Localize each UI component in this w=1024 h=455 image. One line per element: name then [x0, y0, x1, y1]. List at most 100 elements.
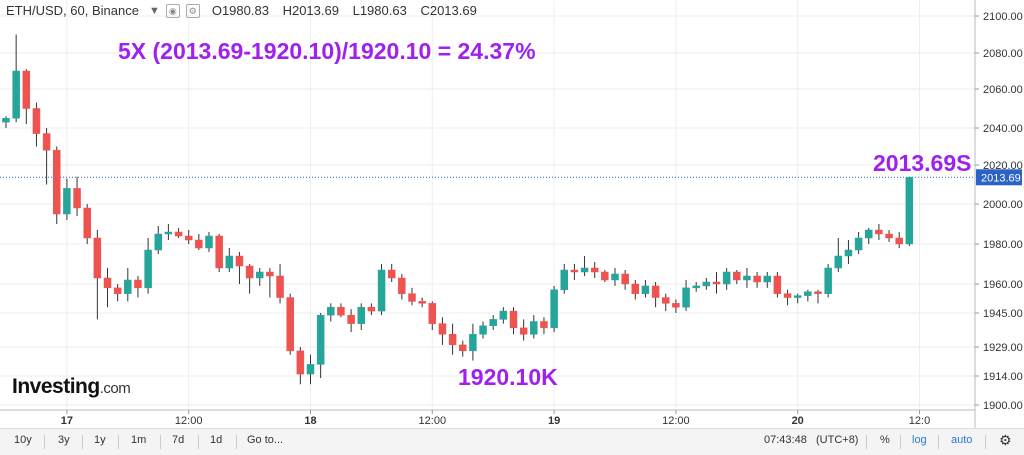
candle: [459, 340, 467, 357]
candle-body-down: [733, 271, 741, 281]
candle: [834, 238, 843, 272]
candle: [672, 299, 680, 313]
candle-body-down: [266, 271, 274, 277]
candle-body-up: [722, 271, 731, 285]
candle: [733, 270, 741, 284]
candle-body-down: [875, 229, 883, 235]
range-1y-button[interactable]: 1y: [94, 434, 106, 446]
price-chart[interactable]: 2013.69 1900.00 1914.00 1929.00 1945.00 1960…: [0, 0, 1024, 428]
candle: [316, 313, 325, 379]
candle: [611, 268, 619, 286]
candle: [408, 287, 416, 306]
candle-body-up: [357, 306, 365, 324]
x-tick-label: 12:0: [909, 415, 930, 427]
symbol-label[interactable]: ETH/USD, 60, Binance: [6, 3, 139, 18]
candle: [702, 278, 711, 290]
divider: [985, 435, 986, 449]
candle: [793, 293, 802, 304]
candle-body-up: [550, 289, 558, 329]
range-3y-button[interactable]: 3y: [58, 434, 70, 446]
candle: [540, 317, 548, 335]
candle: [347, 309, 355, 333]
candle-body-up: [144, 249, 152, 289]
candle-body-up: [865, 229, 873, 239]
candle-body-down: [408, 293, 416, 302]
candle: [306, 354, 315, 385]
candle-body-down: [783, 293, 792, 298]
candle-body-down: [621, 273, 629, 285]
candle: [276, 264, 284, 304]
candle: [722, 268, 731, 290]
candle-body-down: [235, 255, 244, 267]
low-price-annotation: 1920.10K: [458, 364, 558, 390]
logo-brand: Investing: [12, 375, 100, 398]
candle: [662, 293, 670, 312]
candle-body-up: [530, 321, 538, 335]
candle-body-down: [448, 334, 457, 346]
candle-body-up: [327, 306, 335, 316]
range-7d-button[interactable]: 7d: [172, 434, 185, 446]
last-price-line: 2013.69: [0, 169, 1022, 186]
candle-body-down: [398, 277, 406, 294]
candle: [164, 224, 173, 240]
candle: [783, 289, 792, 306]
candle-body-down: [83, 207, 91, 239]
candle-body-up: [205, 235, 213, 249]
candle: [428, 301, 437, 330]
goto-button[interactable]: Go to...: [247, 434, 284, 446]
candle: [83, 204, 91, 244]
candle-body-up: [580, 267, 589, 273]
candle: [438, 317, 447, 345]
candle-body-up: [256, 271, 264, 279]
candle-body-down: [103, 277, 112, 289]
candle: [875, 224, 883, 240]
bottom-toolbar: 10y 3y 1y 1m 7d 1d Go to... 07:43:48 (UT…: [0, 428, 1024, 455]
candle-body-down: [662, 297, 670, 304]
candle-body-down: [519, 327, 528, 335]
y-tick-label: 2040.00: [983, 123, 1023, 135]
range-1d-button[interactable]: 1d: [210, 434, 223, 446]
formula-annotation: 5X (2013.69-1920.10)/1920.10 = 24.37%: [118, 38, 536, 64]
candle: [509, 307, 518, 335]
settings-icon[interactable]: ⚙: [185, 3, 200, 18]
y-tick-label: 1980.00: [983, 239, 1023, 251]
candle: [905, 176, 914, 246]
candle-body-down: [509, 310, 518, 329]
candle-body-down: [286, 297, 294, 352]
candle-body-down: [42, 133, 51, 151]
candle: [479, 321, 487, 339]
chevron-down-icon[interactable]: ▼: [148, 4, 160, 17]
candle-body-up: [499, 310, 508, 320]
divider: [938, 435, 939, 449]
candle: [641, 280, 650, 298]
candle: [763, 272, 771, 288]
log-scale-button[interactable]: log: [912, 434, 927, 446]
candle-body-down: [885, 233, 893, 239]
candle-body-down: [134, 279, 142, 289]
percent-scale-button[interactable]: %: [880, 434, 890, 446]
open-value: O1980.83: [211, 3, 269, 18]
timezone-label[interactable]: (UTC+8): [816, 434, 859, 446]
candle: [865, 228, 873, 244]
candle: [590, 262, 599, 278]
candle: [174, 228, 183, 238]
candle: [32, 102, 41, 147]
candle: [621, 270, 629, 290]
gear-icon[interactable]: ⚙: [999, 432, 1012, 448]
candle-body-down: [73, 188, 81, 209]
candle: [773, 272, 782, 298]
candle: [184, 230, 193, 244]
auto-scale-button[interactable]: auto: [951, 434, 973, 446]
candle-body-down: [387, 269, 396, 279]
candle-body-down: [337, 306, 345, 316]
range-10y-button[interactable]: 10y: [14, 434, 32, 446]
candle: [113, 284, 122, 302]
candle-body-up: [692, 285, 700, 289]
candle-body-down: [174, 231, 183, 237]
divider: [44, 435, 45, 449]
candle-body-up: [702, 281, 711, 287]
range-1m-button[interactable]: 1m: [131, 434, 147, 446]
candle-body-down: [438, 323, 447, 335]
candle: [631, 280, 640, 300]
eye-icon[interactable]: ◉: [165, 3, 180, 18]
